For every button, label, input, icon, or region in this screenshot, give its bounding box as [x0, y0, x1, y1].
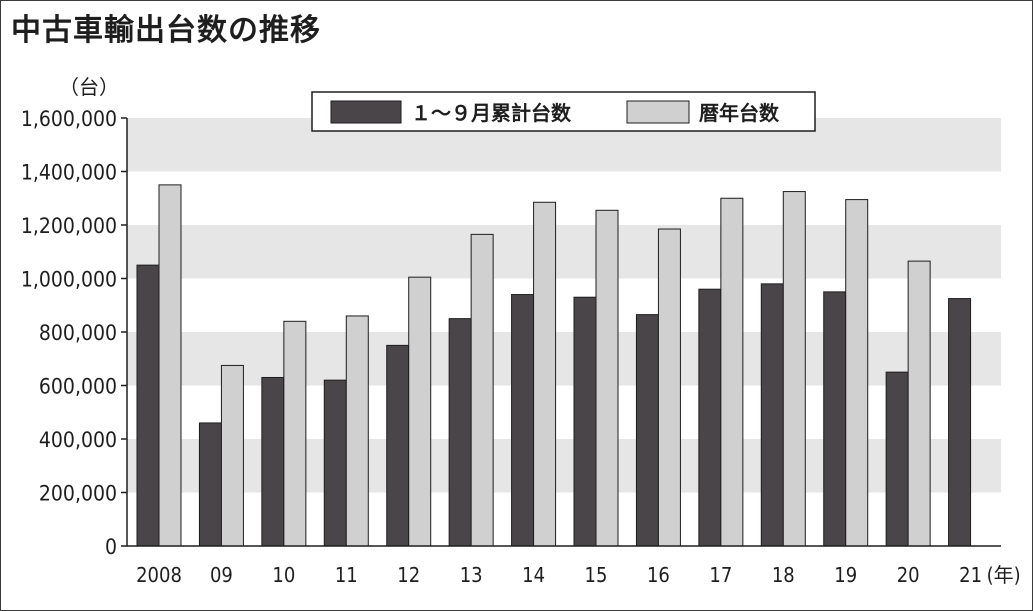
x-tick-label: 11 [335, 563, 358, 587]
bar-cumulative [198, 422, 222, 547]
x-tick-label: 20 [897, 563, 920, 587]
grid-bands [127, 118, 1001, 493]
bar-annual [720, 197, 744, 547]
grid-band [127, 439, 1001, 493]
x-tick-label: 13 [460, 563, 483, 587]
bar-annual [533, 201, 557, 547]
bar-cumulative [261, 376, 285, 547]
y-tick-label: 1,600,000 [21, 107, 117, 131]
bar-cumulative [885, 371, 909, 547]
legend-swatch-cumulative [330, 100, 402, 124]
bar-annual [845, 199, 869, 547]
bar-cumulative [948, 298, 972, 547]
bar-annual [657, 228, 681, 547]
x-tick-label: 21 [959, 563, 982, 587]
x-tick-label: 19 [834, 563, 857, 587]
bar-annual [345, 315, 369, 547]
y-tick-label: 1,200,000 [21, 214, 117, 238]
x-tick-label: 17 [709, 563, 732, 587]
x-tick-label: 10 [272, 563, 295, 587]
x-tick-label: 15 [585, 563, 608, 587]
legend-label-annual: 暦年台数 [699, 101, 780, 125]
y-tick-label: 600,000 [39, 375, 117, 399]
x-tick-label: 18 [772, 563, 795, 587]
bar-annual [782, 191, 806, 547]
bar-annual [470, 233, 494, 547]
bar-annual [907, 260, 931, 547]
legend-label-cumulative: １～９月累計台数 [411, 101, 572, 125]
x-axis-ticks: 2008 09 10 11 12 13 14 15 16 17 18 19 20 21 (年) [136, 563, 1021, 587]
bar-annual [283, 320, 307, 547]
x-tick-label: 14 [522, 563, 545, 587]
grid-band [127, 225, 1001, 279]
y-axis-unit: （台） [59, 75, 119, 99]
x-axis-unit: (年) [987, 563, 1021, 587]
bar-annual [595, 209, 619, 547]
chart-title: 中古車輸出台数の推移 [11, 13, 321, 48]
y-tick-label: 0 [105, 535, 117, 559]
x-tick-label: 16 [647, 563, 670, 587]
y-tick-label: 200,000 [39, 482, 117, 506]
grid-band [127, 332, 1001, 386]
x-tick-label: 12 [397, 563, 420, 587]
y-tick-label: 400,000 [39, 428, 117, 452]
x-tick-label: 2008 [136, 563, 182, 587]
bar-cumulative [823, 291, 847, 547]
bar-cumulative [511, 294, 535, 547]
bar-cumulative [573, 296, 597, 547]
y-axis-ticks: 0 200,000 400,000 600,000 800,000 1,000,000 1,… [21, 107, 127, 559]
y-tick-label: 1,000,000 [21, 268, 117, 292]
bar-cumulative [760, 283, 784, 547]
bar-cumulative [136, 264, 160, 547]
y-tick-label: 1,400,000 [21, 161, 117, 185]
bar-annual [220, 364, 244, 547]
bar-annual [158, 184, 182, 547]
x-tick-label: 09 [210, 563, 233, 587]
bar-cumulative [386, 344, 410, 547]
bar-cumulative [698, 288, 722, 547]
bar-cumulative [635, 314, 659, 547]
legend: １～９月累計台数 暦年台数 [311, 91, 816, 132]
bar-cumulative [323, 379, 347, 547]
y-tick-label: 800,000 [39, 321, 117, 345]
bars [136, 184, 972, 547]
bar-cumulative [448, 318, 472, 547]
bar-annual [408, 276, 432, 547]
legend-swatch-annual [626, 100, 690, 124]
